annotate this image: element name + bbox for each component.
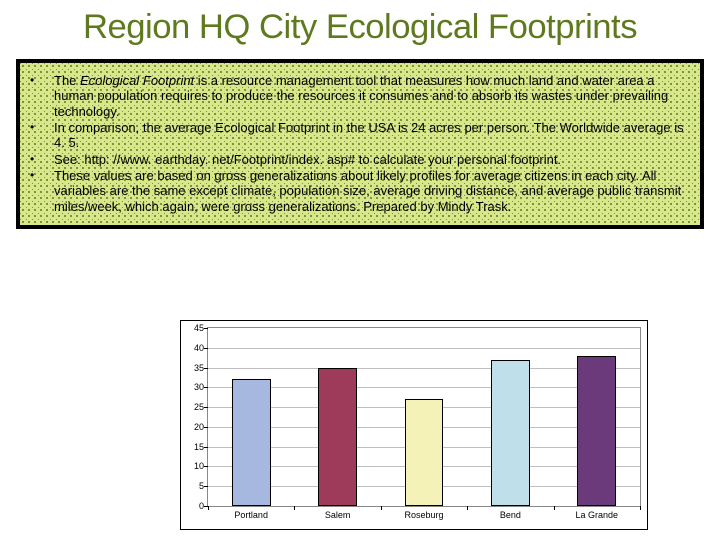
y-tick-label: 20 [194,422,204,432]
bar [405,399,444,506]
x-tick [467,506,468,510]
x-tick-label: Salem [325,510,351,520]
bar [318,368,357,506]
x-tick [640,506,641,510]
x-tick [554,506,555,510]
x-tick-label: Portland [234,510,268,520]
y-tick-label: 45 [194,323,204,333]
grid-line [208,348,640,349]
page-title: Region HQ City Ecological Footprints [0,0,720,55]
bullet-item: •The Ecological Footprint is a resource … [28,73,688,119]
bullet-marker: • [28,168,54,214]
y-tick [204,486,208,487]
bullet-item: •In comparison, the average Ecological F… [28,120,688,151]
y-tick [204,328,208,329]
grid-line [208,387,640,388]
bar [232,379,271,506]
y-tick [204,368,208,369]
bar [491,360,530,506]
bullet-item: •These values are based on gross general… [28,168,688,214]
y-tick-label: 15 [194,442,204,452]
bullet-text: See: http: //www. earthday. net/Footprin… [54,152,688,167]
y-tick [204,427,208,428]
x-tick-label: La Grande [576,510,619,520]
description-panel: •The Ecological Footprint is a resource … [16,59,704,229]
y-tick-label: 10 [194,461,204,471]
y-tick [204,348,208,349]
bullet-item: •See: http: //www. earthday. net/Footpri… [28,152,688,167]
grid-line [208,368,640,369]
y-tick [204,407,208,408]
bullet-text: In comparison, the average Ecological Fo… [54,120,688,151]
y-tick-label: 40 [194,343,204,353]
y-tick-label: 5 [199,481,204,491]
footprint-chart: 0 5 10 15 20 25 30 35 40 45 Portland Salem Roseburg B… [180,320,648,530]
bullet-marker: • [28,73,54,119]
y-tick [204,466,208,467]
y-tick-label: 0 [199,501,204,511]
bullet-text: These values are based on gross generali… [54,168,688,214]
y-tick [204,387,208,388]
y-tick [204,447,208,448]
y-tick-label: 35 [194,363,204,373]
bullet-text: The Ecological Footprint is a resource m… [54,73,688,119]
bullet-marker: • [28,120,54,151]
x-tick-label: Roseburg [404,510,443,520]
y-tick-label: 30 [194,382,204,392]
x-tick-label: Bend [500,510,521,520]
bullet-marker: • [28,152,54,167]
x-tick [381,506,382,510]
plot-area: 051015202530354045PortlandSalemRoseburgB… [207,327,641,507]
bullet-list: •The Ecological Footprint is a resource … [28,73,688,214]
x-tick [294,506,295,510]
y-tick-label: 25 [194,402,204,412]
bar [577,356,616,506]
x-tick [208,506,209,510]
